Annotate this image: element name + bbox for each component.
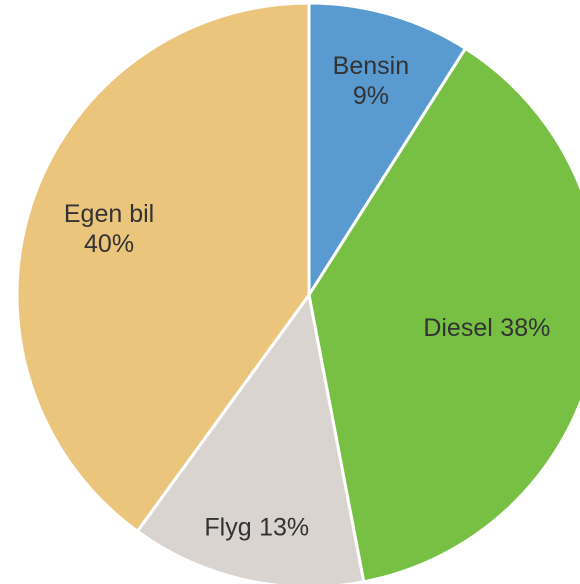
category-label: Bensin — [333, 52, 409, 80]
slice-label: Egen bil 40% — [64, 200, 154, 258]
pie-slice — [135, 291, 366, 584]
category-label: Egen bil — [64, 200, 154, 228]
value-label: 9% — [353, 82, 389, 110]
slice-label: Diesel 38% — [423, 314, 550, 342]
slice-label: Flyg 13% — [204, 513, 309, 541]
value-label: 38% — [500, 314, 550, 342]
pie-slice — [307, 46, 580, 584]
category-label: Diesel — [423, 314, 492, 342]
pie-slice — [15, 1, 311, 534]
value-label: 40% — [84, 230, 134, 258]
value-label: 13% — [259, 513, 309, 541]
slice-label: Bensin 9% — [333, 52, 409, 110]
category-label: Flyg — [204, 513, 251, 541]
pie-slice — [307, 1, 468, 301]
